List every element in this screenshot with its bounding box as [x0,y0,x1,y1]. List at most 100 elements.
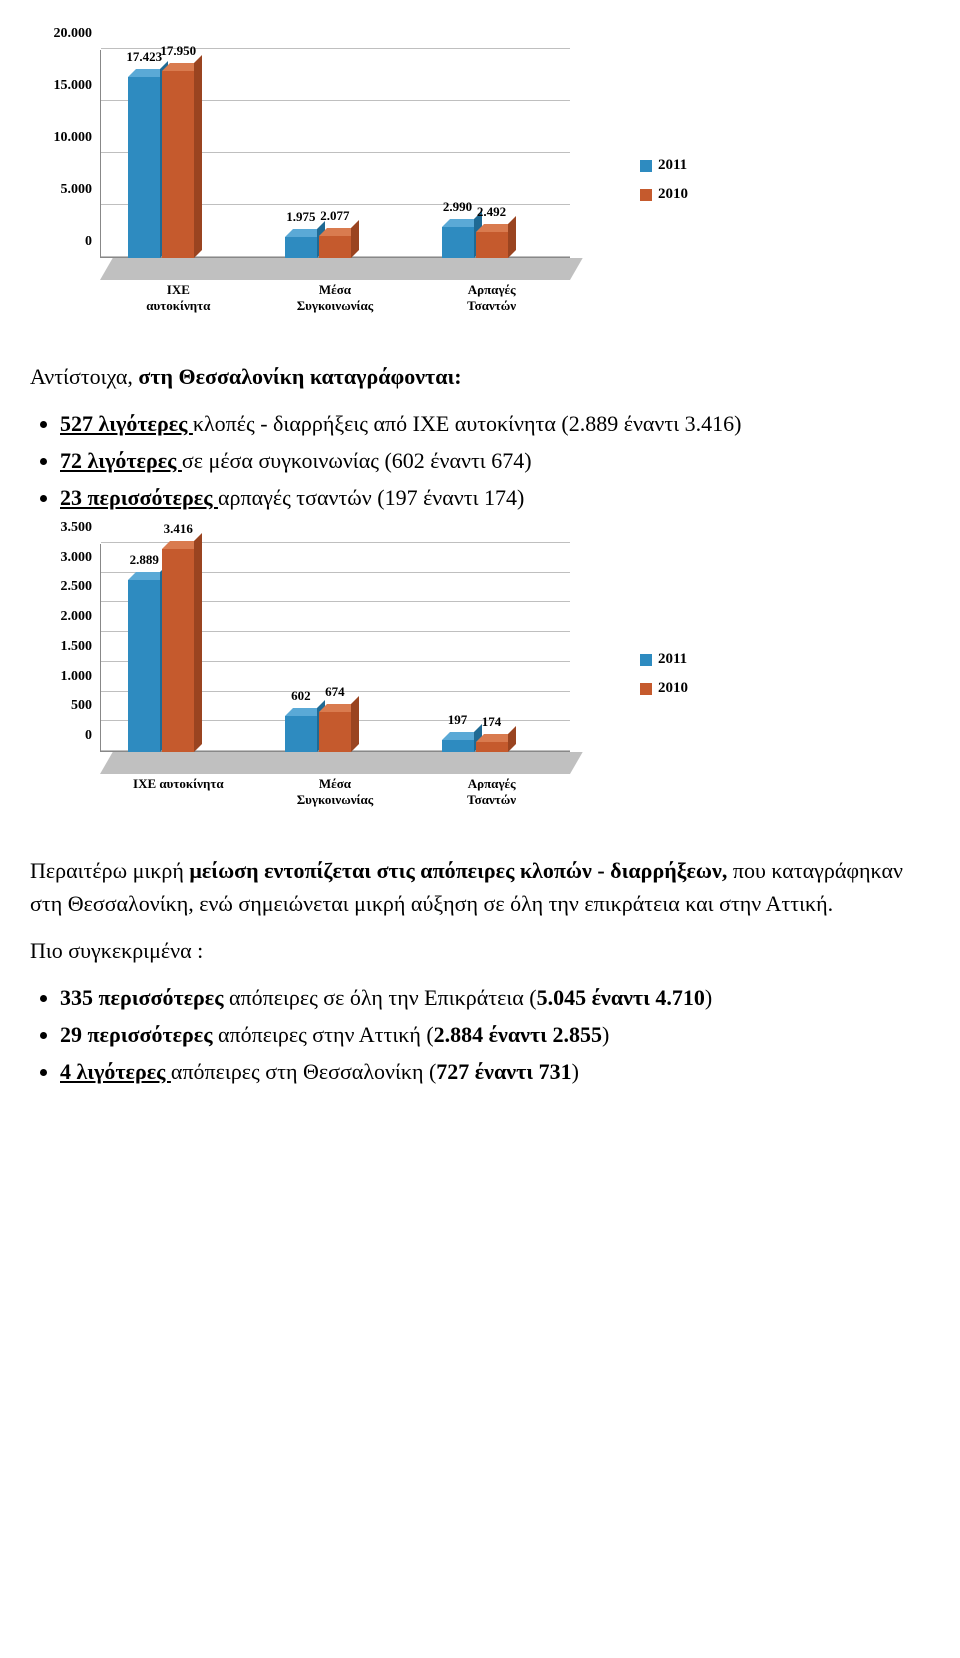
legend-swatch [640,683,652,695]
bar: 1.975 [285,237,317,258]
legend-swatch [640,654,652,666]
bar-value-label: 3.416 [164,521,193,537]
y-tick-label: 3.000 [61,550,93,566]
bar-front [285,237,317,258]
x-axis-label: ΙΧΕ αυτοκίνητα [100,776,257,814]
para2-part1: Περαιτέρω μικρή [30,858,189,883]
para2-bold1: μείωση εντοπίζεται στις απόπειρες κλοπών… [189,858,732,883]
bar-value-label: 1.975 [286,209,315,225]
legend-item: 2010 [640,680,688,697]
chart-1-plot: 17.42317.9501.9752.0772.9902.492 [100,50,570,280]
y-tick-label: 15.000 [54,78,93,94]
chart-2-y-axis: 05001.0001.5002.0002.5003.0003.500 [30,544,100,774]
chart-1-x-labels: ΙΧΕαυτοκίνηταΜέσαΣυγκοινωνίαςΑρπαγέςΤσαν… [100,282,570,320]
y-tick-label: 1.500 [61,639,93,655]
bullet-2-1-end: ) [705,985,712,1010]
y-tick-label: 20.000 [54,26,93,42]
bar-front [319,236,351,258]
bullet-2-1-bold1: 335 περισσότερες [60,985,229,1010]
bar-group: 197174 [442,740,508,752]
bar: 2.077 [319,236,351,258]
bar-front [128,580,160,752]
y-tick-label: 5.000 [61,182,93,198]
x-axis-label: ΑρπαγέςΤσαντών [413,282,570,320]
para1-bold: στη Θεσσαλονίκη καταγράφονται: [138,364,461,389]
bullet-2-2-bold2: 2.884 έναντι 2.855 [434,1022,602,1047]
bar-value-label: 2.990 [443,199,472,215]
bar-group: 602674 [285,712,351,752]
bar-front [285,716,317,752]
x-axis-label: ΑρπαγέςΤσαντών [413,776,570,814]
bar-value-label: 2.077 [320,208,349,224]
bullet-2-3-bold1: 4 λιγότερες [60,1059,171,1084]
bar: 3.416 [162,549,194,752]
bar-front [442,227,474,258]
bar-value-label: 197 [448,712,468,728]
y-tick-label: 0 [85,728,92,744]
bullet-1-1-bold: 527 λιγότερες [60,411,193,436]
chart-1-plot-area: 05.00010.00015.00020.000 17.42317.9501.9… [30,40,580,320]
bullet-2-2-mid: απόπειρες στην Αττική ( [218,1022,434,1047]
legend-label: 2011 [658,157,687,174]
bullet-list-2: 335 περισσότερες απόπειρες σε όλη την Επ… [60,981,930,1088]
bar-value-label: 17.423 [126,49,162,65]
bar-front [319,712,351,752]
bar-group: 2.8893.416 [128,549,194,752]
x-axis-label: ΜέσαΣυγκοινωνίας [257,776,414,814]
bar: 2.990 [442,227,474,258]
bar-group: 2.9902.492 [442,227,508,258]
y-tick-label: 2.500 [61,579,93,595]
x-axis-label: ΙΧΕαυτοκίνητα [100,282,257,320]
bullet-list-1: 527 λιγότερες κλοπές - διαρρήξεις από ΙΧ… [60,407,930,514]
bullet-1-2: 72 λιγότερες σε μέσα συγκοινωνίας (602 έ… [60,444,930,477]
bullet-2-1: 335 περισσότερες απόπειρες σε όλη την Επ… [60,981,930,1014]
bullet-2-2-bold1: 29 περισσότερες [60,1022,218,1047]
bar: 674 [319,712,351,752]
y-tick-label: 1.000 [61,669,93,685]
bullet-1-3: 23 περισσότερες αρπαγές τσαντών (197 ένα… [60,481,930,514]
bar-group: 1.9752.077 [285,236,351,258]
bar: 2.889 [128,580,160,752]
chart-2-floor [100,752,583,774]
paragraph-3: Πιο συγκεκριμένα : [30,934,930,967]
bullet-1-2-rest: σε μέσα συγκοινωνίας (602 έναντι 674) [182,448,532,473]
bar-group: 17.42317.950 [128,71,194,258]
y-tick-label: 0 [85,234,92,250]
para1-prefix: Αντίστοιχα, [30,364,138,389]
bar-front [442,740,474,752]
bar-value-label: 2.889 [130,552,159,568]
bullet-2-3-bold2: 727 έναντι 731 [436,1059,571,1084]
x-axis-label: ΜέσαΣυγκοινωνίας [257,282,414,320]
legend-item: 2011 [640,651,688,668]
bar-front [476,232,508,258]
bullet-2-3: 4 λιγότερες απόπειρες στη Θεσσαλονίκη (7… [60,1055,930,1088]
chart-2-x-labels: ΙΧΕ αυτοκίνηταΜέσαΣυγκοινωνίαςΑρπαγέςΤσα… [100,776,570,814]
bar-value-label: 674 [325,684,345,700]
y-tick-label: 10.000 [54,130,93,146]
bullet-2-3-mid: απόπειρες στη Θεσσαλονίκη ( [171,1059,436,1084]
chart-2: 05001.0001.5002.0002.5003.0003.500 2.889… [30,534,930,814]
bar-front [128,77,160,258]
bullet-1-1-rest: κλοπές - διαρρήξεις από ΙΧΕ αυτοκίνητα (… [193,411,742,436]
bar: 17.950 [162,71,194,258]
bullet-2-2-end: ) [602,1022,609,1047]
legend-item: 2010 [640,186,688,203]
bar-value-label: 17.950 [160,43,196,59]
bar-side [194,533,202,752]
bar: 197 [442,740,474,752]
chart-1-y-axis: 05.00010.00015.00020.000 [30,50,100,280]
bar-side [351,696,359,752]
bar-front [476,742,508,752]
legend-swatch [640,160,652,172]
bullet-1-1: 527 λιγότερες κλοπές - διαρρήξεις από ΙΧ… [60,407,930,440]
legend-label: 2010 [658,680,688,697]
legend-label: 2010 [658,186,688,203]
para3-text: Πιο συγκεκριμένα : [30,938,203,963]
bar-front [162,549,194,752]
bullet-2-2: 29 περισσότερες απόπειρες στην Αττική (2… [60,1018,930,1051]
bar: 17.423 [128,77,160,258]
paragraph-2: Περαιτέρω μικρή μείωση εντοπίζεται στις … [30,854,930,920]
bullet-2-1-bold2: 5.045 έναντι 4.710 [537,985,705,1010]
chart-2-plot: 2.8893.416 602674 197174 [100,544,570,774]
chart-2-legend: 2011 2010 [640,639,688,709]
